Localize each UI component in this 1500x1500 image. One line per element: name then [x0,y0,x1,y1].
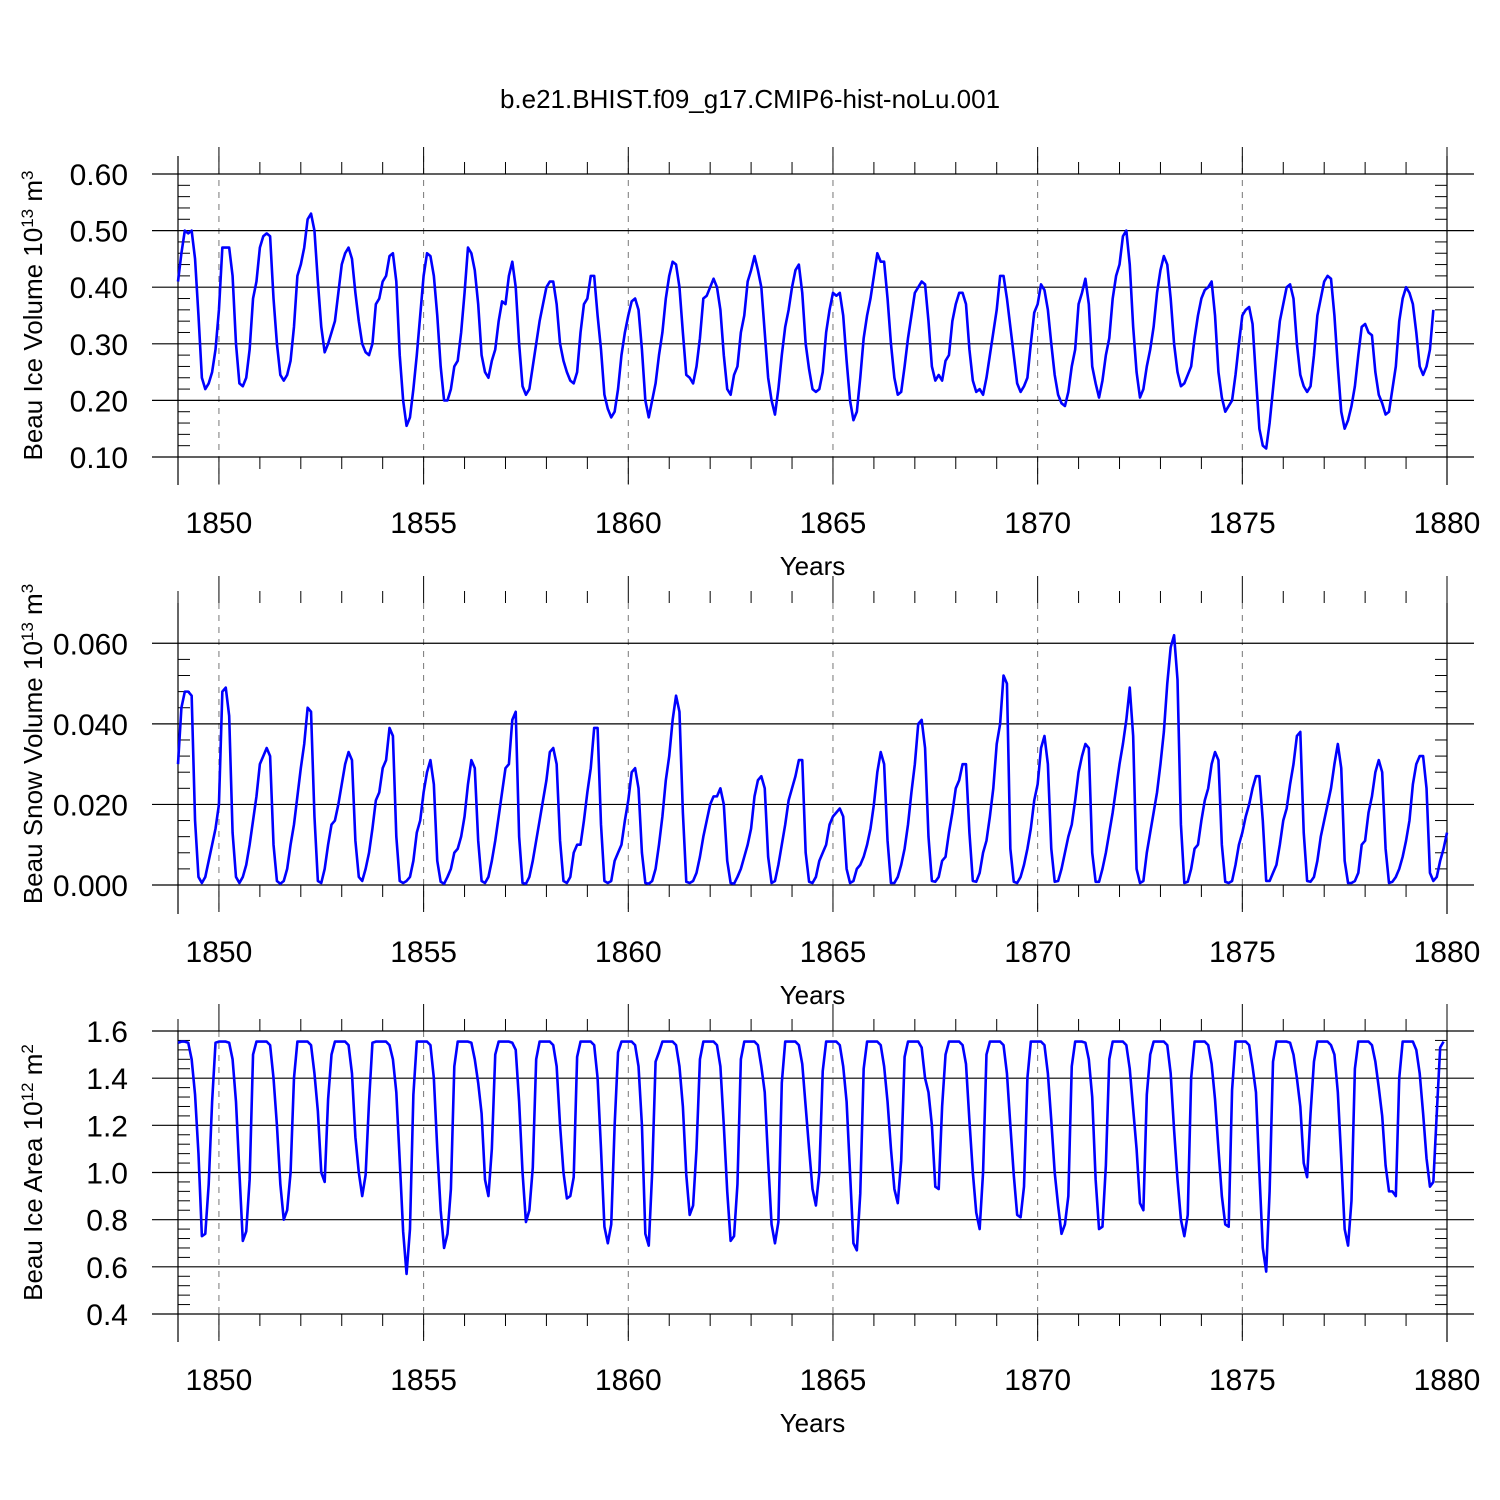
series-line [176,212,1435,450]
y-tick-label: 1.4 [86,1063,128,1096]
x-tick-label: 1860 [595,936,662,969]
y-tick-label: 0.4 [86,1299,128,1332]
x-tick-label: 1870 [1004,936,1071,969]
y-tick-label: 0.060 [53,628,128,661]
x-tick-label: 1875 [1209,1364,1276,1397]
ice-volume-panel: 0.10 0.20 0.30 0.40 0.50 0.60 1850 1855 1860 1865… [18,147,1481,581]
y-tick-label: 1.6 [86,1016,128,1049]
chart-title: b.e21.BHIST.f09_g17.CMIP6-hist-noLu.001 [499,84,1001,114]
x-tick-label: 1850 [186,507,253,540]
y-tick-label: 0.040 [53,709,128,742]
y-tick-label: 0.10 [70,442,128,475]
x-tick-label: 1855 [390,1364,457,1397]
ice-area-panel: 0.4 0.6 0.8 1.0 1.2 1.4 1.6 1850 1855 1860 1865 187… [18,1004,1481,1438]
y-tick-label: 0.6 [86,1252,128,1285]
y-tick-label: 1.2 [86,1110,128,1143]
x-tick-label: 1860 [595,507,662,540]
x-tick-label: 1865 [800,507,867,540]
snow-volume-panel: 0.000 0.020 0.040 0.060 1850 1855 1860 1865 1870… [18,576,1481,1010]
y-tick-label: 0.60 [70,159,128,192]
x-tick-label: 1850 [186,936,253,969]
x-tick-label: 1850 [186,1364,253,1397]
x-tick-label: 1860 [595,1364,662,1397]
y-axis-label: Beau Ice Area 1012 m2 [18,1044,49,1301]
x-tick-label: 1865 [800,1364,867,1397]
x-tick-label: 1865 [800,936,867,969]
x-tick-label: 1855 [390,507,457,540]
y-tick-label: 0.30 [70,329,128,362]
x-tick-label: 1880 [1414,507,1481,540]
y-tick-label: 0.020 [53,789,128,822]
x-tick-label: 1870 [1004,507,1071,540]
x-tick-label: 1875 [1209,936,1276,969]
x-tick-label: 1880 [1414,936,1481,969]
y-tick-label: 0.20 [70,385,128,418]
x-tick-label: 1870 [1004,1364,1071,1397]
x-tick-label: 1880 [1414,1364,1481,1397]
y-tick-label: 0.40 [70,272,128,305]
y-tick-label: 1.0 [86,1158,128,1191]
series-line [176,633,1449,886]
y-axis-label: Beau Ice Volume 1013 m3 [18,171,49,461]
x-axis-label: Years [780,551,846,581]
x-tick-label: 1875 [1209,507,1276,540]
y-tick-label: 0.8 [86,1205,128,1238]
x-axis-label: Years [780,980,846,1010]
y-tick-label: 0.50 [70,216,128,249]
x-axis-label: Years [780,1408,846,1438]
y-axis-label: Beau Snow Volume 1013 m3 [18,584,49,904]
x-tick-label: 1855 [390,936,457,969]
series-line [177,1040,1445,1276]
y-tick-label: 0.000 [53,870,128,903]
